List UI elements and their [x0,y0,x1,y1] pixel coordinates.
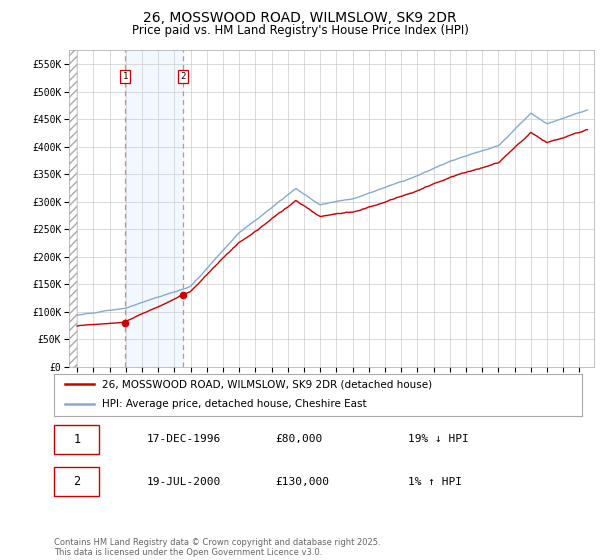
Text: 26, MOSSWOOD ROAD, WILMSLOW, SK9 2DR: 26, MOSSWOOD ROAD, WILMSLOW, SK9 2DR [143,11,457,25]
Text: £80,000: £80,000 [276,435,323,445]
Text: Contains HM Land Registry data © Crown copyright and database right 2025.
This d: Contains HM Land Registry data © Crown c… [54,538,380,557]
FancyBboxPatch shape [54,467,99,496]
FancyBboxPatch shape [54,425,99,454]
Text: 17-DEC-1996: 17-DEC-1996 [146,435,221,445]
Text: 1% ↑ HPI: 1% ↑ HPI [408,477,462,487]
Text: 1: 1 [122,72,128,81]
Text: 19% ↓ HPI: 19% ↓ HPI [408,435,469,445]
Text: 2: 2 [73,475,80,488]
Text: 2: 2 [181,72,186,81]
Text: 26, MOSSWOOD ROAD, WILMSLOW, SK9 2DR (detached house): 26, MOSSWOOD ROAD, WILMSLOW, SK9 2DR (de… [101,379,431,389]
Text: 19-JUL-2000: 19-JUL-2000 [146,477,221,487]
Text: £130,000: £130,000 [276,477,330,487]
Bar [125,50,183,367]
Text: 1: 1 [73,433,80,446]
Text: HPI: Average price, detached house, Cheshire East: HPI: Average price, detached house, Ches… [101,399,366,409]
Text: Price paid vs. HM Land Registry's House Price Index (HPI): Price paid vs. HM Land Registry's House … [131,24,469,36]
Bar [69,48,77,367]
